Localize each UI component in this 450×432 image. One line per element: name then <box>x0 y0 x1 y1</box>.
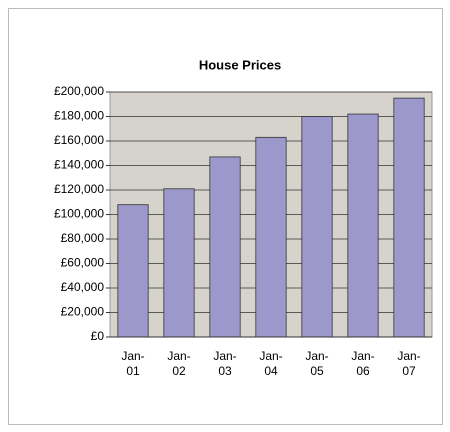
bar <box>117 204 149 338</box>
bar <box>255 136 287 338</box>
bar <box>163 188 195 338</box>
y-tick-label: £100,000 <box>54 207 104 221</box>
bar <box>209 156 241 338</box>
y-tick-label: £120,000 <box>54 182 104 196</box>
y-tick-label: £60,000 <box>61 256 105 270</box>
y-tick-label: £160,000 <box>54 133 104 147</box>
x-tick-label: Jan-05 <box>305 349 329 378</box>
y-tick-label: £80,000 <box>61 231 105 245</box>
y-tick-label: £180,000 <box>54 109 104 123</box>
x-tick-label: Jan-02 <box>167 349 191 378</box>
y-tick-label: £200,000 <box>54 84 104 98</box>
x-tick-label: Jan-06 <box>351 349 375 378</box>
chart-title: House Prices <box>199 57 281 72</box>
bar <box>393 97 425 338</box>
y-tick-label: £20,000 <box>61 305 105 319</box>
y-tick-label: £40,000 <box>61 280 105 294</box>
x-tick-label: Jan-07 <box>397 349 421 378</box>
x-tick-label: Jan-01 <box>121 349 145 378</box>
y-tick-label: £0 <box>91 329 105 343</box>
bar <box>347 113 379 338</box>
y-tick-label: £140,000 <box>54 158 104 172</box>
x-tick-label: Jan-04 <box>259 349 283 378</box>
x-tick-label: Jan-03 <box>213 349 237 378</box>
bar <box>301 116 333 338</box>
